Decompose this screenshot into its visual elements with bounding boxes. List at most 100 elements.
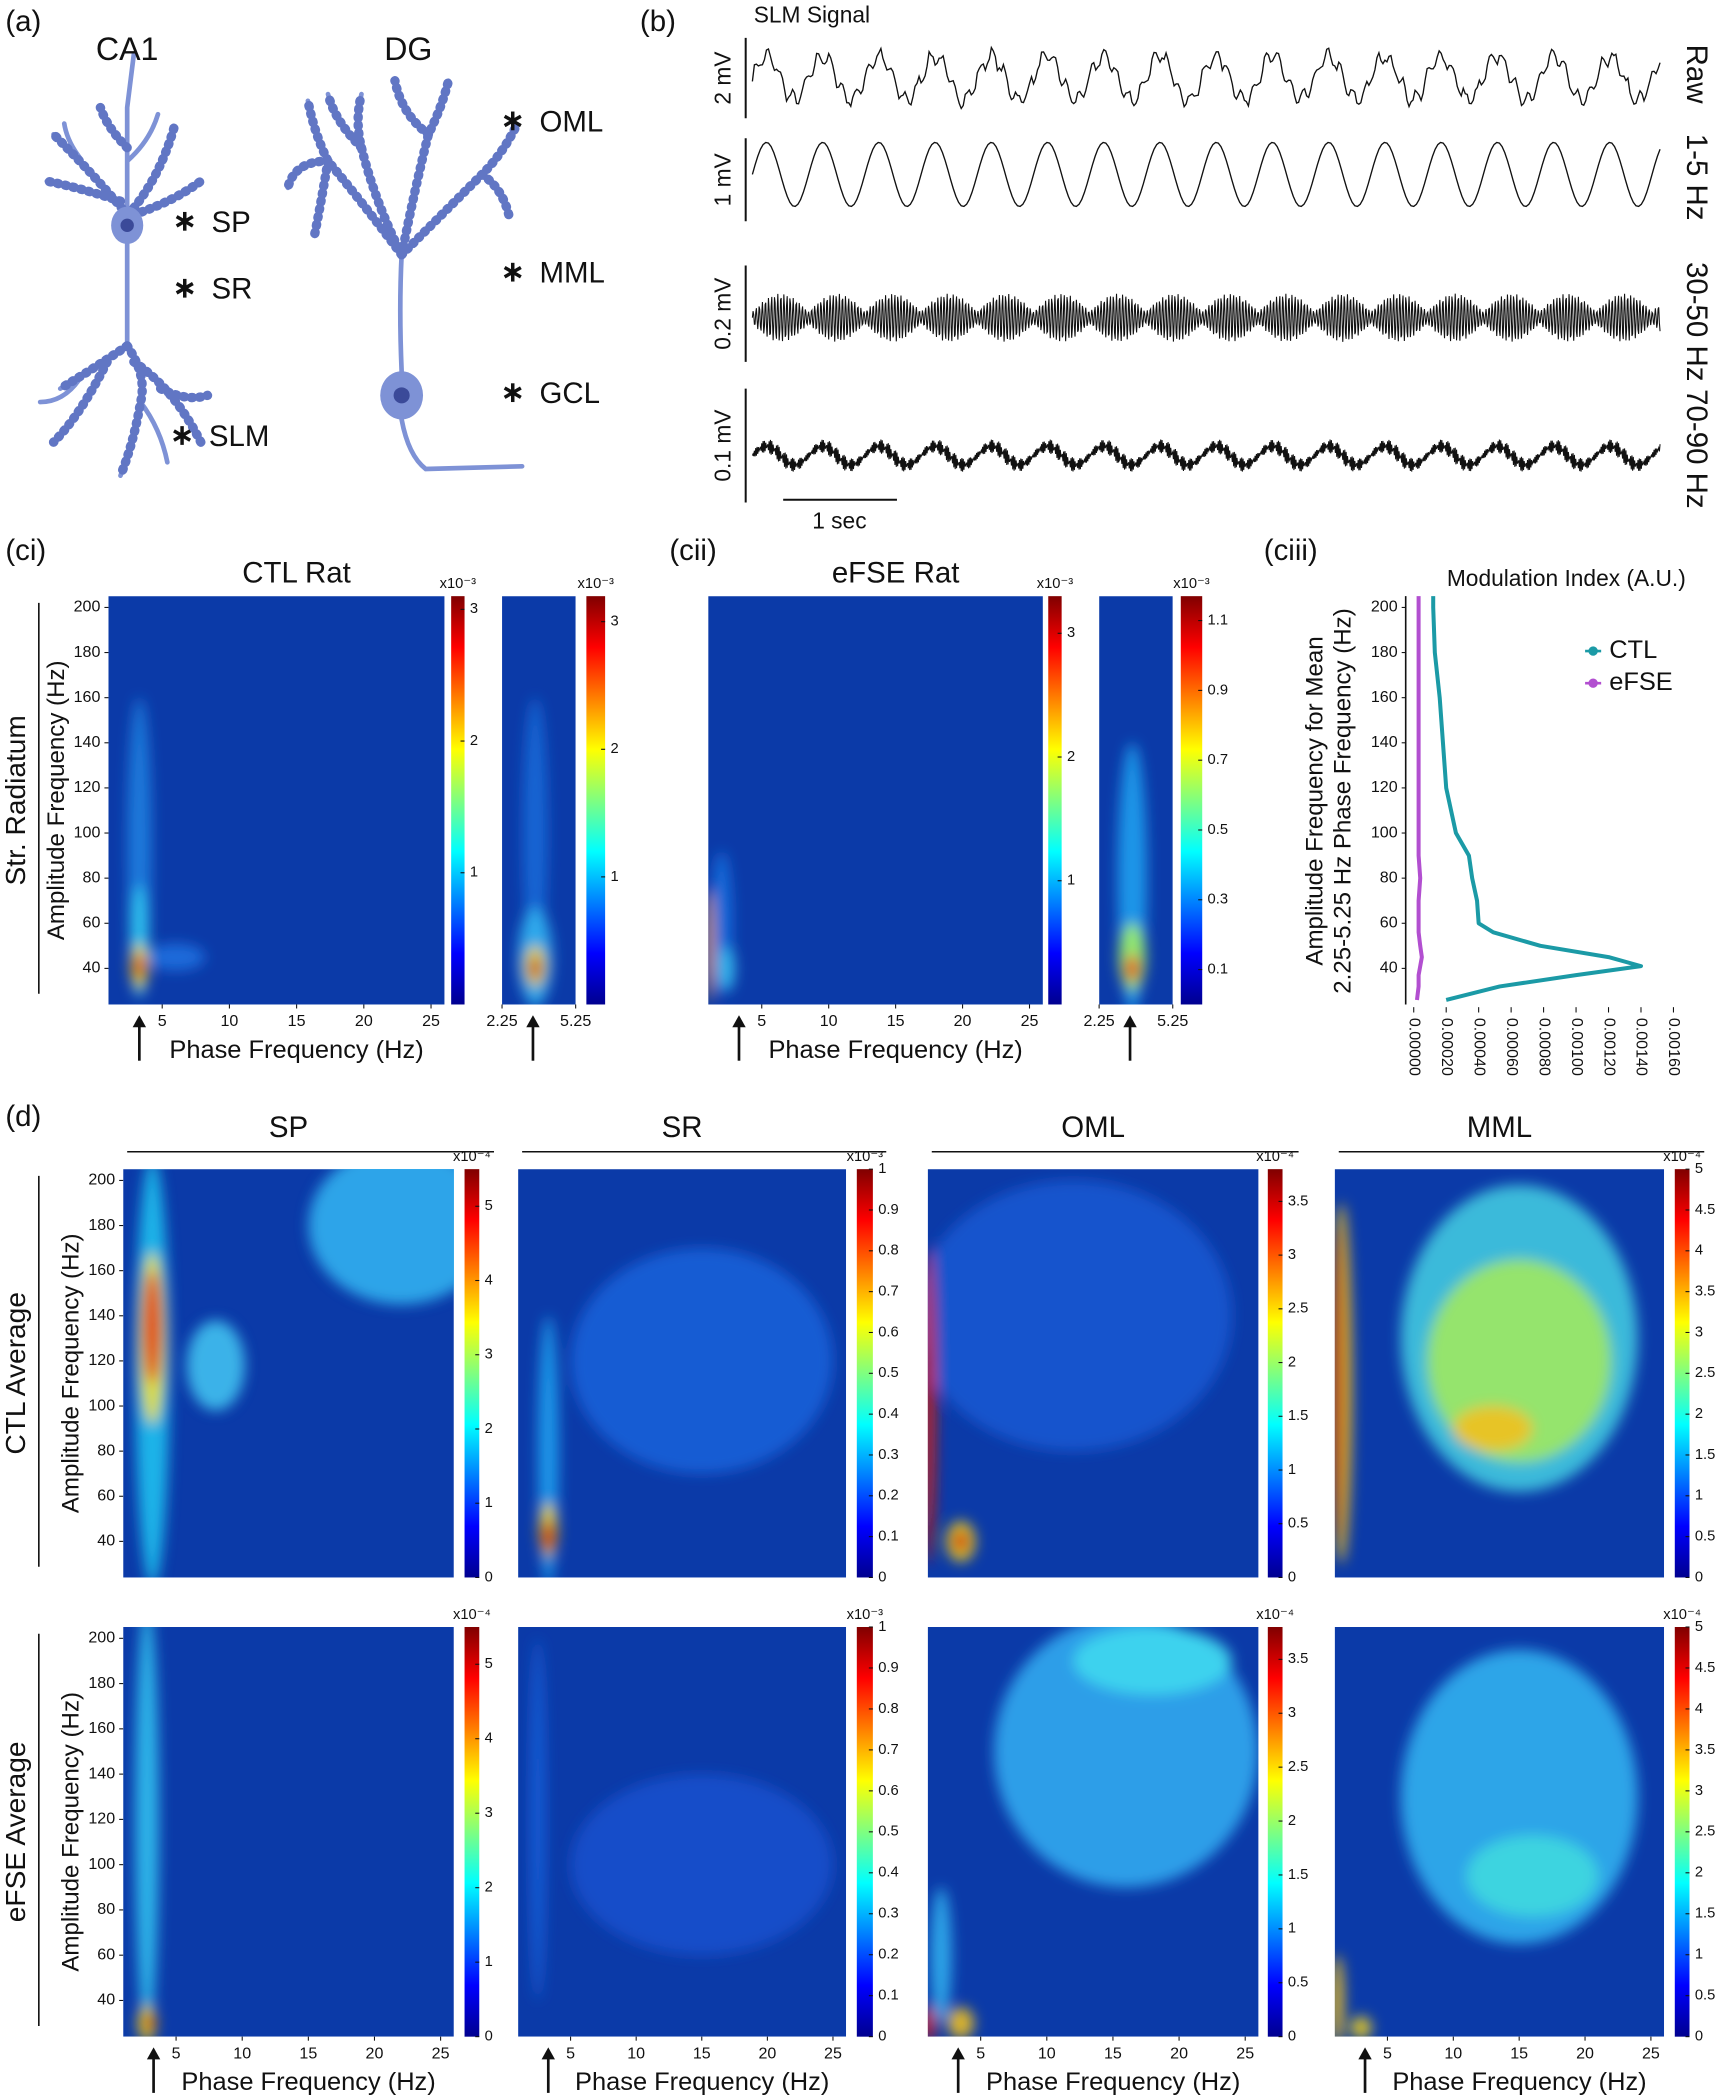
colorbar-tick-label: 5 [485, 1656, 493, 1672]
colorbar-tick-label: 0 [485, 2029, 493, 2045]
y-tick-label: 60 [1380, 914, 1398, 932]
heatmap-field [927, 1180, 1232, 1564]
heatmap [123, 1627, 454, 2037]
y-tick-label: 120 [88, 1810, 115, 1828]
legend-label: CTL [1609, 636, 1657, 664]
y-tick-label: 120 [1371, 778, 1398, 796]
colorbar-tick-label: 2 [1067, 749, 1075, 765]
asterisk-stroke [503, 386, 522, 399]
trace-name: 30-50 Hz [1680, 262, 1713, 381]
colorbar-exponent: x10⁻³ [847, 1149, 884, 1165]
heatmap-blob [952, 1530, 969, 1553]
x-tick-label: 10 [233, 2044, 251, 2062]
heatmap-blob [718, 945, 735, 991]
legend-marker [1588, 678, 1598, 688]
heatmap-field [135, 1169, 454, 1578]
trace-title: SLM Signal [754, 1, 870, 27]
colorbar-tick-label: 0.9 [878, 1202, 898, 1218]
heatmap-field [708, 851, 735, 1003]
x-tick-label: 20 [954, 1012, 972, 1030]
heatmap-blob [186, 1320, 245, 1411]
arrow-head [526, 1015, 540, 1028]
colorbar-tick-label: 1 [878, 1161, 886, 1177]
x-tick-label: 15 [288, 1012, 306, 1030]
colorbar-tick-label: 0 [1695, 2029, 1703, 2045]
y-tick-label: 40 [97, 1991, 115, 2009]
heatmap-blob [927, 1248, 936, 1564]
y-tick-label: 100 [88, 1855, 115, 1873]
colorbar-tick-label: 2 [1288, 1354, 1296, 1370]
heatmap [927, 1627, 1259, 2037]
asterisk-stroke [503, 265, 522, 279]
colorbar-exponent: x10⁻⁴ [453, 1607, 491, 1623]
arrow-head [1123, 1015, 1137, 1028]
colorbar-tick-label: 0 [1695, 1569, 1703, 1585]
colorbar-tick-label: 3.5 [1695, 1284, 1715, 1300]
layer-label: SR [212, 273, 253, 306]
heatmap-blob [1124, 954, 1140, 982]
colorbar-tick-label: 3.5 [1695, 1742, 1715, 1758]
x-tick-label: 10 [1038, 2044, 1056, 2062]
x-tick-label: 5 [566, 2044, 575, 2062]
colorbar [1267, 1169, 1283, 1578]
trace-name: 70-90 Hz [1680, 389, 1713, 508]
x-tick-label: 25 [824, 2044, 842, 2062]
y-tick-label: 140 [88, 1764, 115, 1782]
heatmap-blob [570, 1248, 833, 1474]
heatmap-blob [308, 1169, 454, 1305]
y-tick-label: 100 [74, 823, 101, 841]
y-axis-label: Amplitude Frequency (Hz) [58, 1233, 85, 1513]
colorbar-tick-label: 2 [1695, 1406, 1703, 1422]
colorbar-tick-label: 2 [1288, 1813, 1296, 1829]
colorbar-tick-label: 5 [485, 1198, 493, 1214]
x-tick-label: 5 [1383, 2044, 1392, 2062]
colorbar-tick-label: 1.5 [1695, 1447, 1715, 1463]
y-tick-label: 80 [83, 868, 101, 886]
colorbar-tick-label: 1 [1695, 1488, 1703, 1504]
x-axis-label: Phase Frequency (Hz) [181, 2068, 435, 2096]
scale-label: 2 mV [709, 51, 735, 105]
series-line [1431, 596, 1643, 1002]
colorbar-tick-label: 0 [485, 1569, 493, 1585]
x-tick-label: 15 [1510, 2044, 1528, 2062]
y-tick-label: 140 [74, 733, 101, 751]
heatmap-field [927, 1627, 1259, 2037]
colorbar-tick-label: 0.5 [1695, 1988, 1715, 2004]
heatmap-blob [947, 2007, 975, 2037]
y-axis-label: 2.25-5.25 Hz Phase Frequency (Hz) [1329, 608, 1356, 993]
asterisk-stroke [173, 429, 192, 442]
scale-label: 0.1 mV [709, 409, 735, 482]
trace-name: 1-5 Hz [1680, 134, 1713, 221]
colorbar-exponent: x10⁻³ [578, 576, 615, 592]
colorbar-tick-label: 0.6 [878, 1783, 898, 1799]
colorbar-tick-label: 0.7 [878, 1742, 898, 1758]
colorbar-tick-label: 0.5 [1288, 1516, 1308, 1532]
chart-title: Modulation Index (A.U.) [1447, 565, 1686, 591]
x-tick-label: 5.25 [1157, 1012, 1188, 1030]
heatmap-blob [927, 1180, 1232, 1452]
x-tick-label: 10 [820, 1012, 838, 1030]
colorbar-tick-label: 2 [610, 741, 618, 757]
x-tick-label: 10 [627, 2044, 645, 2062]
x-tick-label: 25 [432, 2044, 450, 2062]
layer-label: MML [540, 257, 605, 290]
scale-label: 0.2 mV [709, 277, 735, 350]
y-tick-label: 80 [97, 1900, 115, 1918]
arrow-head [1358, 2047, 1372, 2060]
heatmap-field [1334, 1649, 1638, 2037]
y-axis-label: Amplitude Frequency (Hz) [43, 660, 70, 940]
heatmap-blob [1334, 1225, 1343, 1542]
arrow-head [951, 2047, 965, 2060]
x-tick-label: 25 [422, 1012, 440, 1030]
layer-label: SLM [209, 420, 270, 453]
colorbar-exponent: x10⁻⁴ [453, 1149, 491, 1165]
colorbar-tick-label: 1 [1695, 1947, 1703, 1963]
x-tick-label: 15 [693, 2044, 711, 2062]
layer-label: OML [540, 105, 604, 138]
y-tick-label: 60 [83, 914, 101, 932]
x-tick-label: 0.00160 [1665, 1018, 1683, 1076]
colorbar-tick-label: 0.9 [1208, 682, 1228, 698]
arrow-head [541, 2047, 555, 2060]
colorbar-tick-label: 4.5 [1695, 1660, 1715, 1676]
arrow-head [146, 2047, 161, 2060]
